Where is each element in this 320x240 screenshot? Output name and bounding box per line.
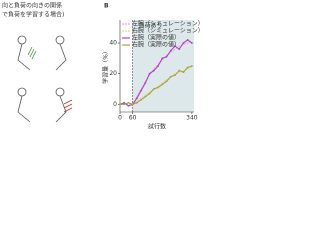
point (182, 42, 185, 44)
page: {"left_panel":{"line1":"向と負荷の向きの関係","lin… (0, 0, 200, 133)
point (123, 103, 126, 106)
panel-label: B (104, 3, 109, 10)
legend-label: 右腕（実際の値） (132, 41, 180, 49)
point (190, 42, 193, 44)
point (127, 104, 130, 107)
legend-label: 左腕（実際の値） (132, 34, 180, 42)
x-tick-label: 60 (129, 115, 137, 122)
series-line (120, 67, 193, 105)
point (144, 95, 147, 98)
point (169, 75, 172, 78)
figure: 向と負荷の向きの関係 で負荷を学習する場合) B 負荷あり 0 20 40 0 60 340 試… (2, 2, 200, 131)
x-tick-label: 340 (186, 115, 198, 122)
panel-text: で負荷を学習する場合) (2, 11, 64, 19)
point (148, 92, 151, 95)
point (161, 57, 164, 60)
point (165, 55, 168, 58)
legend-label: 左腕（シミュレーション） (132, 20, 200, 28)
point (182, 71, 185, 74)
point (161, 83, 164, 86)
point (140, 89, 143, 92)
point (157, 65, 159, 67)
point (186, 66, 189, 69)
x-axis-label: 試行数 (148, 123, 166, 131)
point (131, 103, 134, 106)
point (140, 98, 143, 101)
point (174, 45, 176, 47)
point (152, 88, 155, 90)
panel-text: 向と負荷の向きの関係 (2, 2, 62, 10)
y-tick-label: 20 (109, 70, 117, 77)
point (190, 65, 193, 67)
point (157, 86, 159, 89)
annotation: 負荷あり (139, 22, 163, 30)
legend-label: 右腕（シミュレーション） (132, 27, 200, 35)
point (144, 81, 147, 84)
point (174, 74, 176, 77)
point (136, 101, 138, 104)
point (186, 39, 189, 41)
point (127, 101, 130, 104)
point (119, 103, 121, 106)
point (165, 80, 168, 83)
point (123, 101, 126, 104)
point (152, 69, 155, 72)
point (178, 48, 181, 51)
point (178, 69, 181, 72)
x-tick-label: 0 (118, 115, 122, 122)
y-axis-label: 学習量（%） (102, 48, 110, 84)
y-tick-label: 40 (109, 40, 117, 47)
point (148, 72, 151, 75)
point (169, 49, 172, 52)
y-tick-label: 0 (113, 101, 117, 108)
point (136, 97, 138, 100)
arm-diagrams (17, 35, 73, 123)
